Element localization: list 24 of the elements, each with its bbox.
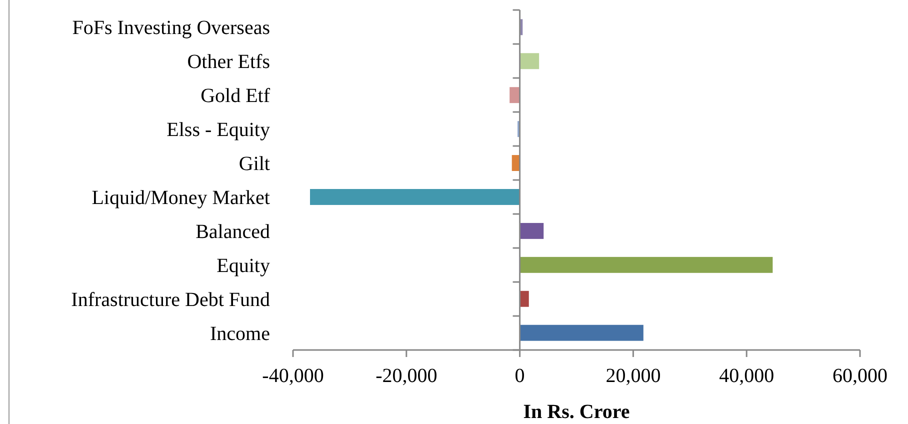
x-tick-label: 60,000: [832, 365, 888, 387]
bar: [520, 290, 529, 307]
y-tick-label: Other Etfs: [187, 51, 270, 74]
x-tick-label: -40,000: [262, 365, 324, 387]
x-tick-label: 40,000: [719, 365, 774, 387]
x-tick-label: 0: [514, 365, 525, 387]
bar: [310, 189, 520, 205]
y-tick-label: Equity: [216, 254, 270, 277]
y-tick-label: Elss - Equity: [166, 119, 270, 142]
bar: [520, 256, 773, 273]
y-tick-label: Liquid/Money Market: [92, 186, 270, 209]
y-tick-label: Infrastructure Debt Fund: [71, 288, 270, 311]
y-tick-label: Income: [210, 322, 270, 345]
y-tick-label: Gold Etf: [200, 85, 270, 108]
bar: [520, 324, 644, 341]
bar: [520, 53, 540, 70]
y-tick-label: Balanced: [196, 220, 270, 243]
x-tick-label: 20,000: [606, 365, 661, 387]
bar: [520, 222, 544, 239]
x-axis-title: In Rs. Crore: [523, 401, 630, 423]
x-tick-label: -20,000: [376, 365, 438, 387]
y-tick-label: FoFs Investing Overseas: [72, 17, 270, 40]
bar: [510, 87, 520, 104]
y-tick-label: Gilt: [238, 153, 270, 176]
